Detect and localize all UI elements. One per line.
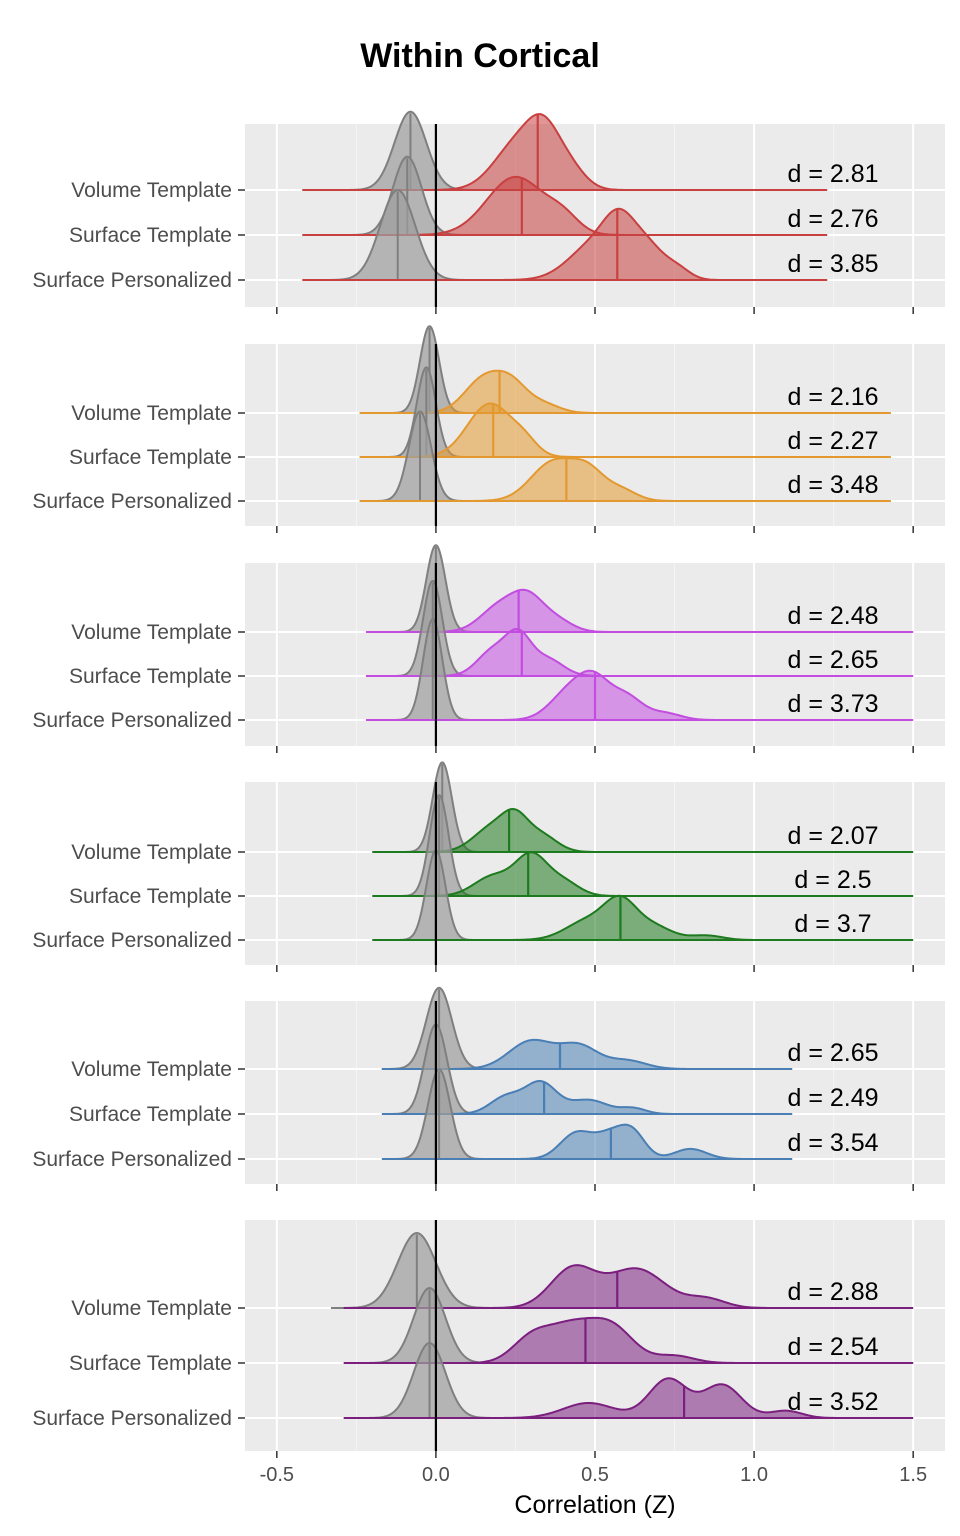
cohens-d-label: d = 3.7 <box>794 910 871 938</box>
row-label: Surface Template <box>69 224 232 247</box>
cohens-d-label: d = 2.88 <box>787 1278 878 1306</box>
cohens-d-label: d = 3.85 <box>787 250 878 278</box>
panel-6: Volume Template Surface Template Surface P… <box>32 1220 945 1458</box>
observed-density <box>365 627 914 677</box>
ridge-row <box>343 1341 914 1419</box>
row-label: Surface Personalized <box>32 1148 232 1171</box>
cohens-d-label: d = 2.49 <box>787 1084 878 1112</box>
cohens-d-label: d = 3.73 <box>787 690 878 718</box>
chart-title: Within Cortical <box>360 37 600 75</box>
row-label: Surface Personalized <box>32 1407 232 1430</box>
observed-density <box>372 807 914 853</box>
x-axis-title: Correlation (Z) <box>514 1491 675 1519</box>
ridge-row <box>365 618 914 721</box>
cohens-d-label: d = 2.54 <box>787 1333 878 1361</box>
ridge-row <box>302 189 828 281</box>
row-label: Surface Template <box>69 885 232 908</box>
cohens-d-label: d = 3.54 <box>787 1129 878 1157</box>
cohens-d-label: d = 3.48 <box>787 471 878 499</box>
observed-density <box>359 369 891 414</box>
observed-density <box>372 851 914 897</box>
observed-density <box>359 457 891 502</box>
cohens-d-label: d = 3.52 <box>787 1388 878 1416</box>
row-label: Volume Template <box>71 1297 232 1320</box>
cohens-d-label: d = 2.76 <box>787 205 878 233</box>
row-label: Surface Personalized <box>32 490 232 513</box>
cohens-d-label: d = 2.81 <box>787 160 878 188</box>
panel-4: Volume Template Surface Template Surface P… <box>32 761 945 972</box>
row-label: Surface Template <box>69 665 232 688</box>
row-label: Surface Template <box>69 1352 232 1375</box>
panels: Volume Template Surface Template Surface P… <box>32 110 945 1458</box>
row-label: Surface Personalized <box>32 269 232 292</box>
x-tick-label: -0.5 <box>260 1464 294 1486</box>
observed-density <box>381 1123 793 1160</box>
observed-density <box>365 669 914 721</box>
observed-density <box>372 894 914 941</box>
panel-3: Volume Template Surface Template Surface P… <box>32 544 945 753</box>
x-tick-label: 0.0 <box>422 1464 450 1486</box>
observed-density <box>381 1038 793 1070</box>
row-label: Surface Personalized <box>32 709 232 732</box>
cohens-d-label: d = 2.07 <box>787 822 878 850</box>
row-label: Volume Template <box>71 1058 232 1081</box>
panel-2: Volume Template Surface Template Surface P… <box>32 325 945 533</box>
ridge-row <box>359 410 891 502</box>
row-label: Volume Template <box>71 402 232 425</box>
cohens-d-label: d = 2.27 <box>787 427 878 455</box>
row-label: Surface Template <box>69 446 232 469</box>
row-label: Volume Template <box>71 621 232 644</box>
observed-density <box>302 113 828 191</box>
panel-5: Volume Template Surface Template Surface P… <box>32 986 945 1191</box>
observed-density <box>343 1377 914 1419</box>
x-axis: -0.5 0.0 0.5 1.0 1.5 <box>260 1464 928 1486</box>
x-tick-label: 1.5 <box>899 1464 927 1486</box>
panel-1: Volume Template Surface Template Surface P… <box>32 110 945 314</box>
cohens-d-label: d = 2.5 <box>794 866 871 894</box>
row-label: Volume Template <box>71 179 232 202</box>
observed-density <box>365 588 914 633</box>
x-tick-label: 0.5 <box>581 1464 609 1486</box>
ridge-row <box>381 1068 793 1160</box>
cohens-d-label: d = 2.48 <box>787 602 878 630</box>
cohens-d-label: d = 2.16 <box>787 383 878 411</box>
row-label: Surface Personalized <box>32 929 232 952</box>
cohens-d-label: d = 2.65 <box>787 646 878 674</box>
observed-density <box>302 207 828 281</box>
row-label: Volume Template <box>71 841 232 864</box>
x-tick-label: 1.0 <box>740 1464 768 1486</box>
cohens-d-label: d = 2.65 <box>787 1039 878 1067</box>
row-label: Surface Template <box>69 1103 232 1126</box>
